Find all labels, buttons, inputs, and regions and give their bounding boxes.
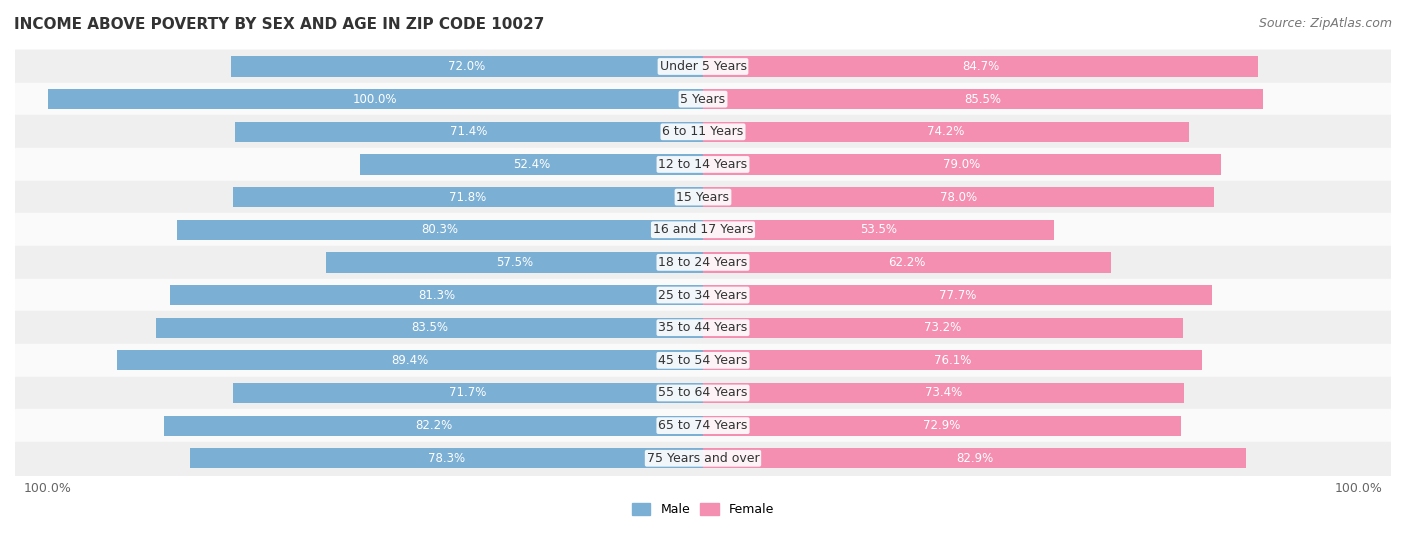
- Bar: [48, 89, 703, 109]
- Bar: [15, 116, 1391, 148]
- Text: 73.2%: 73.2%: [924, 321, 962, 334]
- Text: Source: ZipAtlas.com: Source: ZipAtlas.com: [1258, 17, 1392, 30]
- Bar: [232, 187, 703, 207]
- Text: 72.9%: 72.9%: [924, 419, 960, 432]
- Text: 45 to 54 Years: 45 to 54 Years: [658, 354, 748, 367]
- Text: 79.0%: 79.0%: [943, 158, 980, 171]
- Text: 12 to 14 Years: 12 to 14 Years: [658, 158, 748, 171]
- Text: 73.4%: 73.4%: [925, 386, 962, 400]
- Bar: [703, 415, 1181, 436]
- Text: Under 5 Years: Under 5 Years: [659, 60, 747, 73]
- Bar: [703, 56, 1258, 77]
- Text: 53.5%: 53.5%: [860, 223, 897, 236]
- Bar: [170, 285, 703, 305]
- Text: 71.4%: 71.4%: [450, 125, 488, 138]
- Text: 35 to 44 Years: 35 to 44 Years: [658, 321, 748, 334]
- Bar: [703, 220, 1053, 240]
- Bar: [231, 56, 703, 77]
- Text: 85.5%: 85.5%: [965, 93, 1001, 106]
- Bar: [190, 448, 703, 468]
- Bar: [15, 442, 1391, 475]
- Bar: [15, 148, 1391, 181]
- Text: 18 to 24 Years: 18 to 24 Years: [658, 256, 748, 269]
- Text: 80.3%: 80.3%: [422, 223, 458, 236]
- Text: 71.8%: 71.8%: [449, 191, 486, 203]
- Bar: [15, 409, 1391, 442]
- Text: 62.2%: 62.2%: [889, 256, 925, 269]
- Bar: [15, 344, 1391, 377]
- Text: 5 Years: 5 Years: [681, 93, 725, 106]
- Text: 74.2%: 74.2%: [928, 125, 965, 138]
- Text: 82.2%: 82.2%: [415, 419, 453, 432]
- Bar: [703, 154, 1220, 174]
- Bar: [15, 377, 1391, 409]
- Text: 52.4%: 52.4%: [513, 158, 550, 171]
- Text: 25 to 34 Years: 25 to 34 Years: [658, 288, 748, 301]
- Bar: [15, 311, 1391, 344]
- Text: 83.5%: 83.5%: [411, 321, 449, 334]
- Text: 71.7%: 71.7%: [450, 386, 486, 400]
- Bar: [117, 350, 703, 371]
- Bar: [703, 383, 1184, 403]
- Bar: [15, 181, 1391, 214]
- Bar: [703, 187, 1215, 207]
- Text: 75 Years and over: 75 Years and over: [647, 452, 759, 465]
- Text: 16 and 17 Years: 16 and 17 Years: [652, 223, 754, 236]
- Text: 89.4%: 89.4%: [391, 354, 429, 367]
- Bar: [326, 252, 703, 272]
- Text: 78.3%: 78.3%: [427, 452, 465, 465]
- Bar: [15, 83, 1391, 116]
- Bar: [235, 122, 703, 142]
- Text: 72.0%: 72.0%: [449, 60, 485, 73]
- Text: 77.7%: 77.7%: [939, 288, 976, 301]
- Bar: [15, 214, 1391, 246]
- Text: 57.5%: 57.5%: [496, 256, 533, 269]
- Text: 100.0%: 100.0%: [353, 93, 398, 106]
- Bar: [703, 350, 1202, 371]
- Bar: [15, 50, 1391, 83]
- Bar: [703, 448, 1246, 468]
- Bar: [165, 415, 703, 436]
- Text: 15 Years: 15 Years: [676, 191, 730, 203]
- Bar: [15, 279, 1391, 311]
- Text: INCOME ABOVE POVERTY BY SEX AND AGE IN ZIP CODE 10027: INCOME ABOVE POVERTY BY SEX AND AGE IN Z…: [14, 17, 544, 32]
- Text: 55 to 64 Years: 55 to 64 Years: [658, 386, 748, 400]
- Text: 84.7%: 84.7%: [962, 60, 1000, 73]
- Bar: [703, 89, 1263, 109]
- Bar: [703, 122, 1189, 142]
- Bar: [703, 318, 1182, 338]
- Bar: [15, 246, 1391, 279]
- Bar: [703, 252, 1111, 272]
- Text: 76.1%: 76.1%: [934, 354, 972, 367]
- Bar: [233, 383, 703, 403]
- Text: 78.0%: 78.0%: [941, 191, 977, 203]
- Bar: [177, 220, 703, 240]
- Bar: [703, 285, 1212, 305]
- Text: 6 to 11 Years: 6 to 11 Years: [662, 125, 744, 138]
- Text: 82.9%: 82.9%: [956, 452, 993, 465]
- Bar: [156, 318, 703, 338]
- Text: 81.3%: 81.3%: [418, 288, 456, 301]
- Bar: [360, 154, 703, 174]
- Text: 65 to 74 Years: 65 to 74 Years: [658, 419, 748, 432]
- Legend: Male, Female: Male, Female: [627, 498, 779, 522]
